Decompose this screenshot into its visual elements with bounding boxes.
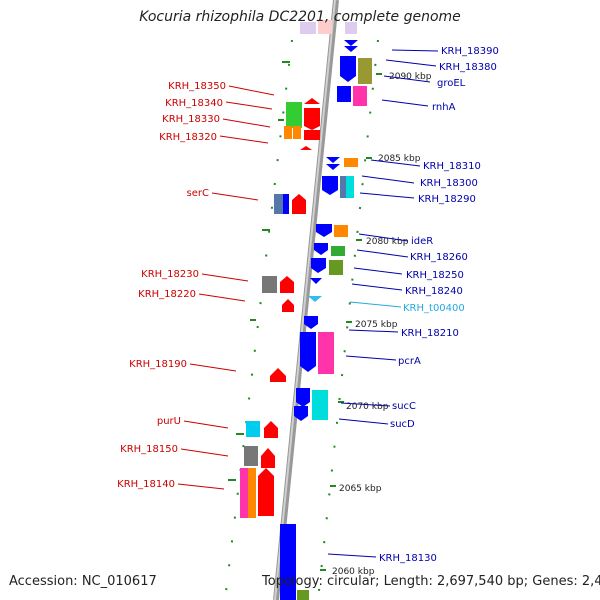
gene-label-right-trna[interactable]: KRH_t00400: [403, 303, 465, 314]
gene-krh-18330[interactable]: [284, 126, 292, 139]
reverse-strand-genes: [240, 20, 332, 518]
gene-rnha-blue[interactable]: [337, 86, 351, 102]
gene-label-right[interactable]: KRH_18210: [401, 328, 459, 339]
gene-red-top[interactable]: [318, 20, 332, 34]
tick-label: 2070 kbp: [346, 402, 389, 412]
gene-label-left[interactable]: KRH_18140: [117, 479, 175, 490]
gene-krh-18340[interactable]: [286, 102, 302, 128]
forward-strand-genes: [280, 22, 372, 600]
gene-serc-red[interactable]: [292, 194, 306, 214]
gene-krh-18300[interactable]: [322, 176, 338, 195]
gene-lavender[interactable]: [300, 22, 316, 34]
gene-krh-18390[interactable]: [344, 40, 358, 46]
tick-label: 2075 kbp: [355, 320, 398, 330]
tick-label: 2085 kbp: [378, 154, 421, 164]
gene-label-right[interactable]: sucC: [392, 401, 416, 412]
accession-label: Accession: NC_010617: [9, 574, 157, 589]
gene-label-right[interactable]: KRH_18240: [405, 286, 463, 297]
gene-krh-18320[interactable]: [304, 130, 320, 140]
gene-label-right[interactable]: pcrA: [398, 356, 421, 367]
gene-krh-18350[interactable]: [304, 98, 320, 104]
gene-label-right[interactable]: groEL: [437, 78, 466, 89]
gene-puru[interactable]: [246, 421, 260, 437]
gene-label-right[interactable]: KRH_18260: [410, 252, 468, 263]
gene-krh-18150[interactable]: [244, 446, 258, 466]
gene-krh-18220[interactable]: [282, 299, 294, 312]
gene-label-left[interactable]: KRH_18190: [129, 359, 187, 370]
gene-label-left[interactable]: KRH_18220: [138, 289, 196, 300]
gene-sucd[interactable]: [294, 406, 308, 421]
gene-label-right[interactable]: KRH_18250: [406, 270, 464, 281]
gene-krh-18240[interactable]: [329, 260, 343, 275]
gene-label-left[interactable]: KRH_18320: [159, 132, 217, 143]
gene-krh-18260[interactable]: [314, 243, 328, 255]
gene-krh-18310[interactable]: [326, 157, 340, 163]
gene-label-right[interactable]: KRH_18290: [418, 194, 476, 205]
tick-label: 2065 kbp: [339, 484, 382, 494]
gene-label-left[interactable]: KRH_18330: [162, 114, 220, 125]
gene-label-right[interactable]: KRH_18310: [423, 161, 481, 172]
gene-label-right[interactable]: sucD: [390, 419, 415, 430]
gene-pcra[interactable]: [300, 332, 316, 372]
gene-krh-18190[interactable]: [270, 368, 286, 382]
gene-groel[interactable]: [358, 58, 372, 84]
gene-succ[interactable]: [296, 388, 310, 407]
gene-trna[interactable]: [308, 296, 322, 302]
tick-label: 2060 kbp: [332, 567, 375, 577]
gene-label-right[interactable]: KRH_18390: [441, 46, 499, 57]
gene-label-left[interactable]: purU: [157, 416, 181, 427]
gene-krh-18380[interactable]: [340, 56, 356, 82]
map-title: Kocuria rhizophila DC2201, complete geno…: [139, 9, 461, 25]
gene-label-left[interactable]: KRH_18150: [120, 444, 178, 455]
gene-label-right[interactable]: rnhA: [432, 102, 456, 113]
topology-summary: Topology: circular; Length: 2,697,540 bp…: [262, 574, 600, 589]
tick-label: 2080 kbp: [366, 237, 409, 247]
gene-label-right[interactable]: KRH_18300: [420, 178, 478, 189]
gene-label-left[interactable]: KRH_18350: [168, 81, 226, 92]
gene-label-right[interactable]: KRH_18380: [439, 62, 497, 73]
tick-label: 2090 kbp: [389, 72, 432, 82]
gene-krh-18250[interactable]: [311, 258, 326, 273]
gene-ider[interactable]: [316, 224, 332, 237]
gene-label-left[interactable]: KRH_18340: [165, 98, 223, 109]
gene-pcra-pink[interactable]: [318, 332, 334, 374]
gene-label-left[interactable]: KRH_18230: [141, 269, 199, 280]
gene-label-right[interactable]: KRH_18130: [379, 553, 437, 564]
gene-label-right[interactable]: ideR: [411, 236, 433, 247]
gene-label-left[interactable]: serC: [187, 188, 209, 199]
gene-krh-18230[interactable]: [262, 276, 277, 293]
gene-krh-18130[interactable]: [280, 524, 296, 600]
gene-rnha[interactable]: [353, 86, 367, 106]
gene-krh-18140[interactable]: [240, 468, 248, 518]
gene-krh-18210[interactable]: [304, 316, 318, 329]
